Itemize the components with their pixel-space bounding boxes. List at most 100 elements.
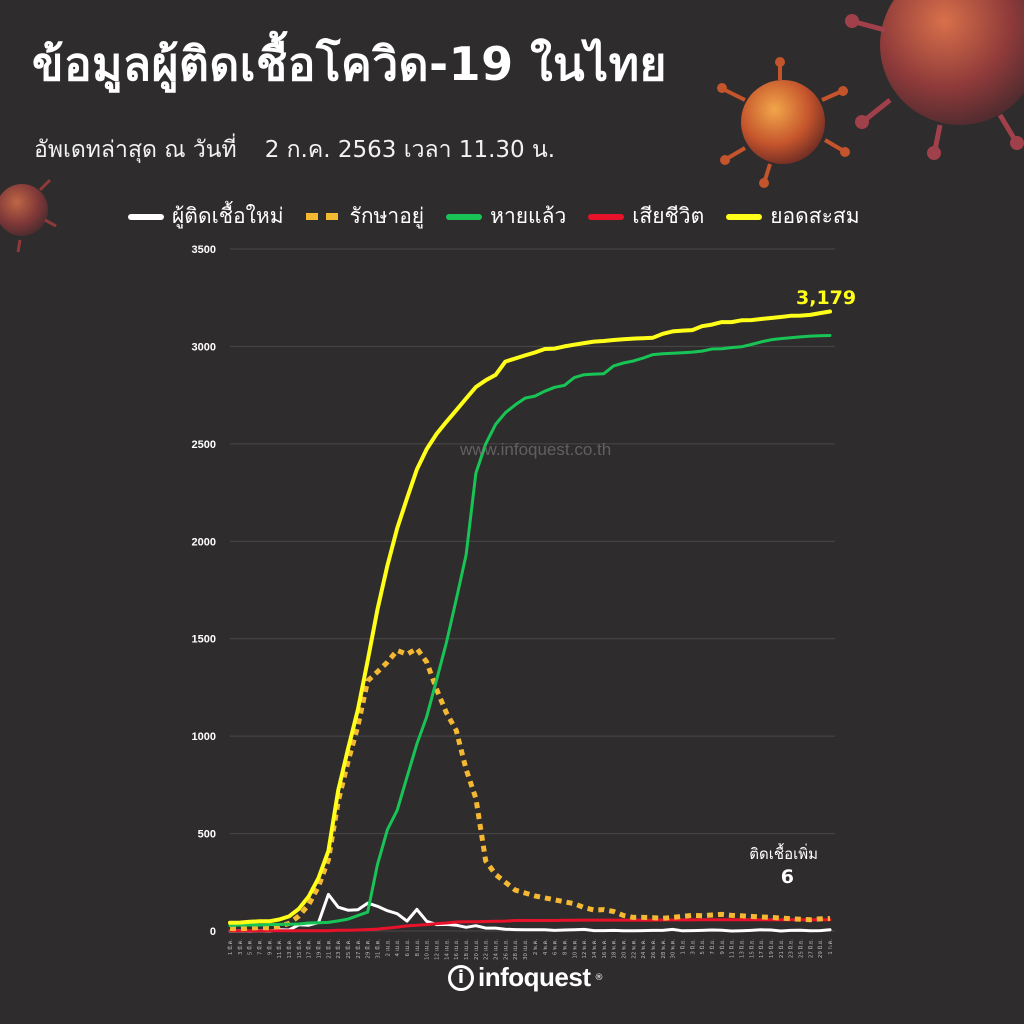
- registered-mark: ®: [594, 972, 604, 983]
- legend-swatch-total: [726, 213, 763, 220]
- x-tick-label: 13 มี.ค.: [286, 939, 293, 959]
- x-tick-label: 5 มิ.ย.: [699, 939, 706, 955]
- y-tick-label: 500: [198, 829, 216, 841]
- x-tick-label: 3 มี.ค.: [237, 939, 244, 955]
- x-tick-label: 14 เม.ย.: [444, 939, 450, 960]
- x-tick-label: 1 มี.ค.: [227, 939, 234, 955]
- legend-label-deaths: เสียชีวิต: [632, 204, 705, 228]
- x-tick-label: 13 มิ.ย.: [738, 939, 745, 958]
- x-tick-label: 29 มิ.ย.: [817, 939, 824, 958]
- y-tick-label: 1000: [192, 731, 216, 743]
- x-tick-label: 23 มี.ค.: [335, 939, 342, 959]
- x-tick-label: 30 พ.ค.: [671, 939, 677, 959]
- x-tick-label: 9 มิ.ย.: [719, 939, 726, 955]
- x-tick-label: 3 มิ.ย.: [689, 939, 696, 955]
- x-tick-label: 15 มี.ค.: [296, 939, 303, 959]
- x-tick-label: 7 มี.ค.: [257, 939, 264, 955]
- x-tick-label: 2 พ.ค.: [533, 939, 539, 955]
- x-tick-label: 24 พ.ค.: [641, 939, 647, 959]
- x-tick-label: 20 พ.ค.: [621, 939, 627, 959]
- legend-item-new: ผู้ติดเชื้อใหม่: [128, 200, 284, 233]
- series-line-recovered: [228, 334, 832, 927]
- x-tick-label: 27 มิ.ย.: [807, 939, 814, 958]
- x-tick-label: 23 มิ.ย.: [788, 939, 795, 958]
- y-tick-label: 0: [210, 926, 216, 938]
- virus-icon-large: [845, 0, 1024, 160]
- x-tick-label: 8 พ.ค.: [562, 939, 568, 955]
- page-title: ข้อมูลผู้ติดเชื้อโควิด-19 ในไทย: [32, 37, 667, 91]
- legend-item-total: ยอดสะสม: [726, 200, 860, 233]
- x-tick-label: 10 เม.ย.: [425, 939, 431, 960]
- x-tick-label: 25 มิ.ย.: [797, 939, 804, 958]
- watermark: www.infoquest.co.th: [460, 440, 612, 459]
- legend-item-active: รักษาอยู่: [305, 200, 425, 233]
- infoquest-logo: i infoquest ®: [448, 962, 604, 993]
- x-tick-label: 15 มิ.ย.: [748, 939, 755, 958]
- x-tick-label: 8 เม.ย.: [415, 939, 421, 957]
- legend-label-active: รักษาอยู่: [349, 204, 425, 228]
- x-tick-label: 12 เม.ย.: [435, 939, 441, 960]
- x-tick-label: 10 พ.ค.: [572, 939, 578, 959]
- x-tick-label: 30 เม.ย.: [523, 939, 529, 960]
- x-tick-label: 4 เม.ย.: [395, 939, 401, 957]
- new-cases-annotation: ติดเชื้อเพิ่ม 6: [748, 842, 818, 888]
- x-tick-label: 14 พ.ค.: [592, 939, 598, 959]
- update-label: อัพเดทล่าสุด ณ วันที่: [34, 137, 237, 163]
- x-tick-label: 11 มี.ค.: [276, 939, 283, 959]
- x-tick-label: 25 มี.ค.: [345, 939, 352, 959]
- virus-icon-small: [0, 178, 57, 253]
- x-tick-label: 4 พ.ค.: [543, 939, 549, 955]
- x-tick-label: 6 เม.ย.: [405, 939, 411, 957]
- x-tick-label: 19 มิ.ย.: [768, 939, 775, 958]
- series-line-active: [229, 646, 831, 932]
- x-tick-label: 6 พ.ค.: [553, 939, 559, 955]
- legend-swatch-recovered: [446, 213, 483, 220]
- y-tick-label: 2500: [192, 439, 216, 451]
- x-tick-label: 16 เม.ย.: [454, 939, 460, 960]
- x-tick-label: 17 มิ.ย.: [758, 939, 765, 958]
- virus-icon-medium: [717, 57, 850, 188]
- y-tick-label: 3000: [192, 341, 216, 353]
- x-tick-label: 28 เม.ย.: [513, 939, 519, 960]
- annotation-label: ติดเชื้อเพิ่ม: [749, 845, 818, 863]
- x-tick-label: 24 เม.ย.: [494, 939, 500, 960]
- x-tick-label: 26 เม.ย.: [503, 939, 509, 960]
- x-tick-label: 2 เม.ย.: [385, 939, 391, 957]
- series-line-total: [228, 309, 832, 925]
- y-axis-ticks: 0 500 1000 1500 2000 2500 3000 3500: [192, 244, 216, 938]
- x-tick-label: 27 มี.ค.: [355, 939, 362, 959]
- x-tick-label: 19 มี.ค.: [316, 939, 323, 959]
- update-date: 2 ก.ค. 2563 เวลา 11.30 น.: [264, 137, 556, 163]
- x-tick-label: 1 มิ.ย.: [679, 939, 686, 955]
- x-tick-label: 31 มี.ค.: [375, 939, 382, 959]
- x-tick-label: 26 พ.ค.: [651, 939, 657, 959]
- x-axis-ticks: 1 มี.ค. 3 มี.ค. 5 มี.ค. 7 มี.ค. 9 มี.ค. 11 มี…: [227, 939, 834, 960]
- info-icon: i: [448, 964, 474, 991]
- x-tick-label: 22 เม.ย.: [484, 939, 490, 960]
- x-tick-label: 1 ก.ค.: [828, 939, 834, 955]
- series-line-new: [228, 892, 832, 933]
- y-tick-label: 3500: [192, 244, 216, 256]
- series-line-deaths: [228, 918, 832, 933]
- series-lines: [228, 309, 832, 933]
- legend-swatch-active: [305, 213, 342, 220]
- chart-legend: ผู้ติดเชื้อใหม่ รักษาอยู่ หายแล้ว เสียชี…: [128, 200, 860, 233]
- legend-label-total: ยอดสะสม: [770, 204, 860, 228]
- annotation-value: 6: [780, 866, 794, 888]
- legend-label-new: ผู้ติดเชื้อใหม่: [172, 204, 284, 228]
- x-tick-label: 16 พ.ค.: [602, 939, 608, 959]
- update-info: อัพเดทล่าสุด ณ วันที่ 2 ก.ค. 2563 เวลา 11…: [34, 132, 555, 168]
- x-tick-label: 21 มี.ค.: [325, 939, 332, 959]
- legend-label-recovered: หายแล้ว: [490, 204, 567, 228]
- legend-swatch-deaths: [588, 213, 625, 220]
- x-tick-label: 21 มิ.ย.: [778, 939, 785, 958]
- y-tick-label: 1500: [192, 634, 216, 646]
- x-tick-label: 5 มี.ค.: [247, 939, 254, 955]
- x-tick-label: 18 พ.ค.: [612, 939, 618, 959]
- logo-text: infoquest: [478, 962, 591, 992]
- legend-item-deaths: เสียชีวิต: [588, 200, 704, 233]
- x-tick-label: 12 พ.ค.: [582, 939, 588, 959]
- x-tick-label: 22 พ.ค.: [631, 939, 637, 959]
